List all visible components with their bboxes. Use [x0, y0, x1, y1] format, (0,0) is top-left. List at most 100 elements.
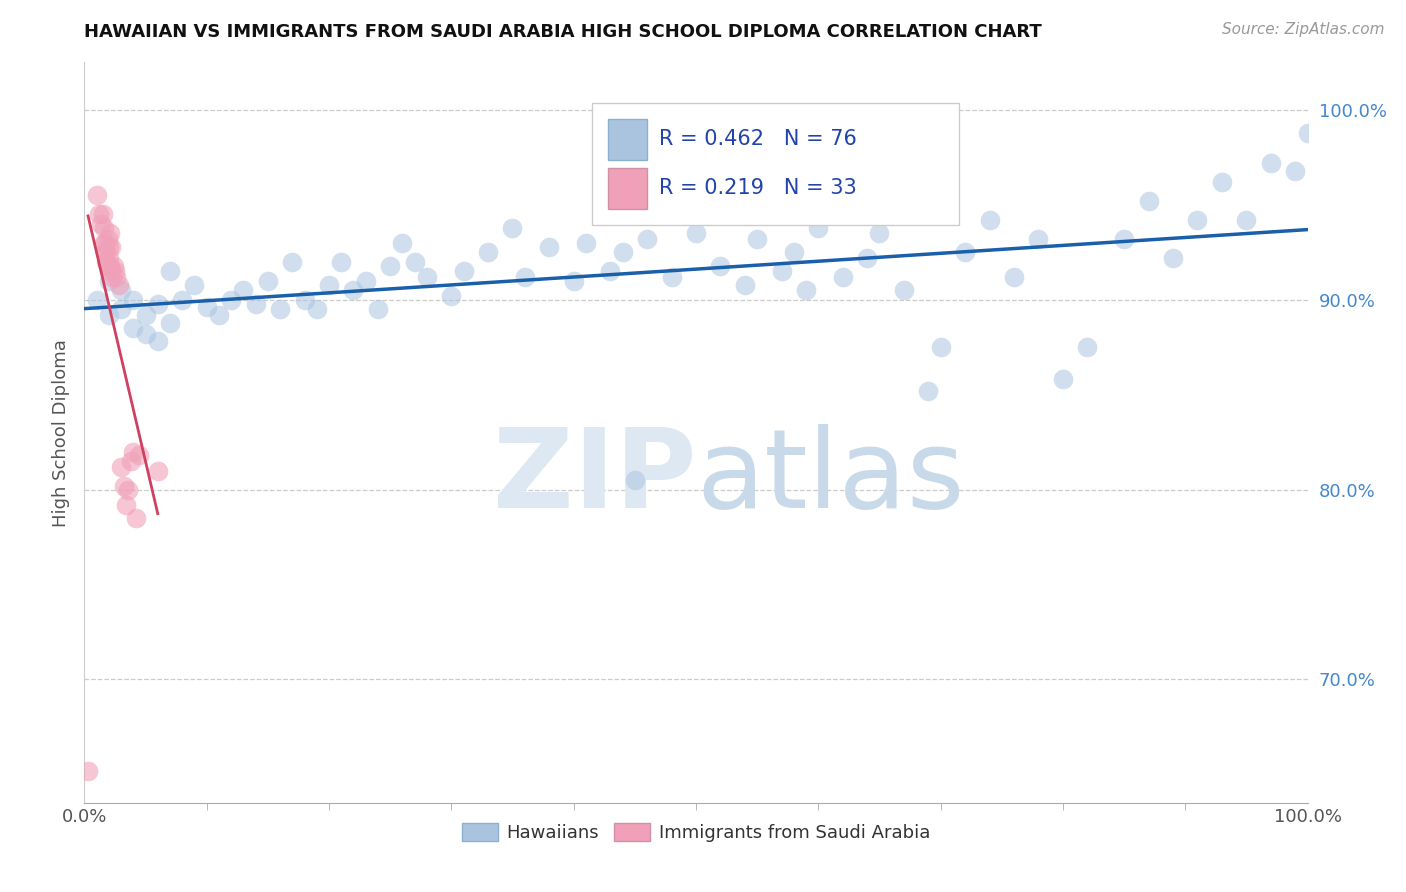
Point [122, 293, 145, 307]
Point [77, 764, 100, 778]
Point [96, 254, 118, 268]
Point [97, 259, 120, 273]
Point [110, 302, 132, 317]
Text: R = 0.219   N = 33: R = 0.219 N = 33 [659, 178, 858, 198]
Point [125, 511, 148, 525]
FancyBboxPatch shape [592, 103, 959, 226]
Point [94, 235, 117, 250]
Point [146, 464, 169, 478]
Y-axis label: High School Diploma: High School Diploma [52, 339, 70, 526]
Point [1161, 251, 1184, 265]
Point [305, 302, 328, 317]
Point [128, 449, 150, 463]
Point [794, 283, 817, 297]
Point [979, 213, 1001, 227]
Point [245, 296, 267, 310]
Point [110, 283, 132, 297]
Point [1260, 156, 1282, 170]
Point [1052, 372, 1074, 386]
Point [112, 479, 135, 493]
Text: R = 0.462   N = 76: R = 0.462 N = 76 [659, 129, 858, 150]
Point [219, 293, 242, 307]
Point [1187, 213, 1209, 227]
Point [294, 293, 316, 307]
Point [1076, 340, 1098, 354]
Point [612, 245, 634, 260]
Legend: Hawaiians, Immigrants from Saudi Arabia: Hawaiians, Immigrants from Saudi Arabia [454, 815, 938, 849]
Point [1236, 213, 1258, 227]
Point [90, 217, 112, 231]
Point [1296, 126, 1319, 140]
Point [453, 264, 475, 278]
Point [86, 188, 108, 202]
Point [135, 326, 157, 341]
Point [562, 274, 585, 288]
Point [685, 227, 707, 241]
Point [869, 227, 891, 241]
Point [104, 264, 127, 278]
Point [93, 220, 115, 235]
Point [391, 235, 413, 250]
Point [354, 274, 377, 288]
Point [661, 269, 683, 284]
Point [624, 473, 647, 487]
Point [1028, 232, 1050, 246]
Point [93, 235, 115, 250]
Point [856, 251, 879, 265]
Point [1002, 269, 1025, 284]
Point [1137, 194, 1160, 208]
Point [91, 207, 114, 221]
Point [599, 264, 621, 278]
Point [98, 259, 121, 273]
Point [416, 269, 439, 284]
Point [269, 302, 291, 317]
Point [734, 277, 756, 292]
Point [100, 239, 122, 253]
Point [94, 245, 117, 260]
Point [636, 232, 658, 246]
Point [770, 264, 793, 278]
Point [318, 277, 340, 292]
Point [1211, 175, 1233, 189]
Point [330, 254, 353, 268]
Point [146, 334, 169, 349]
Point [342, 283, 364, 297]
Point [709, 259, 731, 273]
Point [97, 251, 120, 265]
Point [115, 498, 138, 512]
Point [380, 259, 402, 273]
Point [917, 384, 939, 398]
Point [110, 459, 132, 474]
Point [172, 293, 194, 307]
Point [1114, 232, 1136, 246]
Text: atlas: atlas [696, 424, 965, 531]
Bar [607, 169, 647, 209]
Point [98, 227, 121, 241]
Bar [607, 120, 647, 161]
Point [120, 454, 142, 468]
Point [257, 274, 280, 288]
Point [783, 245, 806, 260]
Point [183, 277, 205, 292]
Point [232, 283, 254, 297]
Point [159, 316, 181, 330]
Point [97, 239, 120, 253]
Point [135, 308, 157, 322]
Text: HAWAIIAN VS IMMIGRANTS FROM SAUDI ARABIA HIGH SCHOOL DIPLOMA CORRELATION CHART: HAWAIIAN VS IMMIGRANTS FROM SAUDI ARABIA… [84, 23, 1042, 41]
Point [122, 444, 145, 458]
Point [281, 254, 304, 268]
Point [404, 254, 426, 268]
Point [86, 293, 108, 307]
Point [117, 483, 139, 497]
Point [893, 283, 915, 297]
Point [1284, 163, 1306, 178]
Point [538, 239, 561, 253]
Point [575, 235, 598, 250]
Point [807, 220, 830, 235]
Point [513, 269, 536, 284]
Point [953, 245, 976, 260]
Point [208, 308, 231, 322]
Point [87, 207, 110, 221]
Point [146, 296, 169, 310]
Point [747, 232, 769, 246]
